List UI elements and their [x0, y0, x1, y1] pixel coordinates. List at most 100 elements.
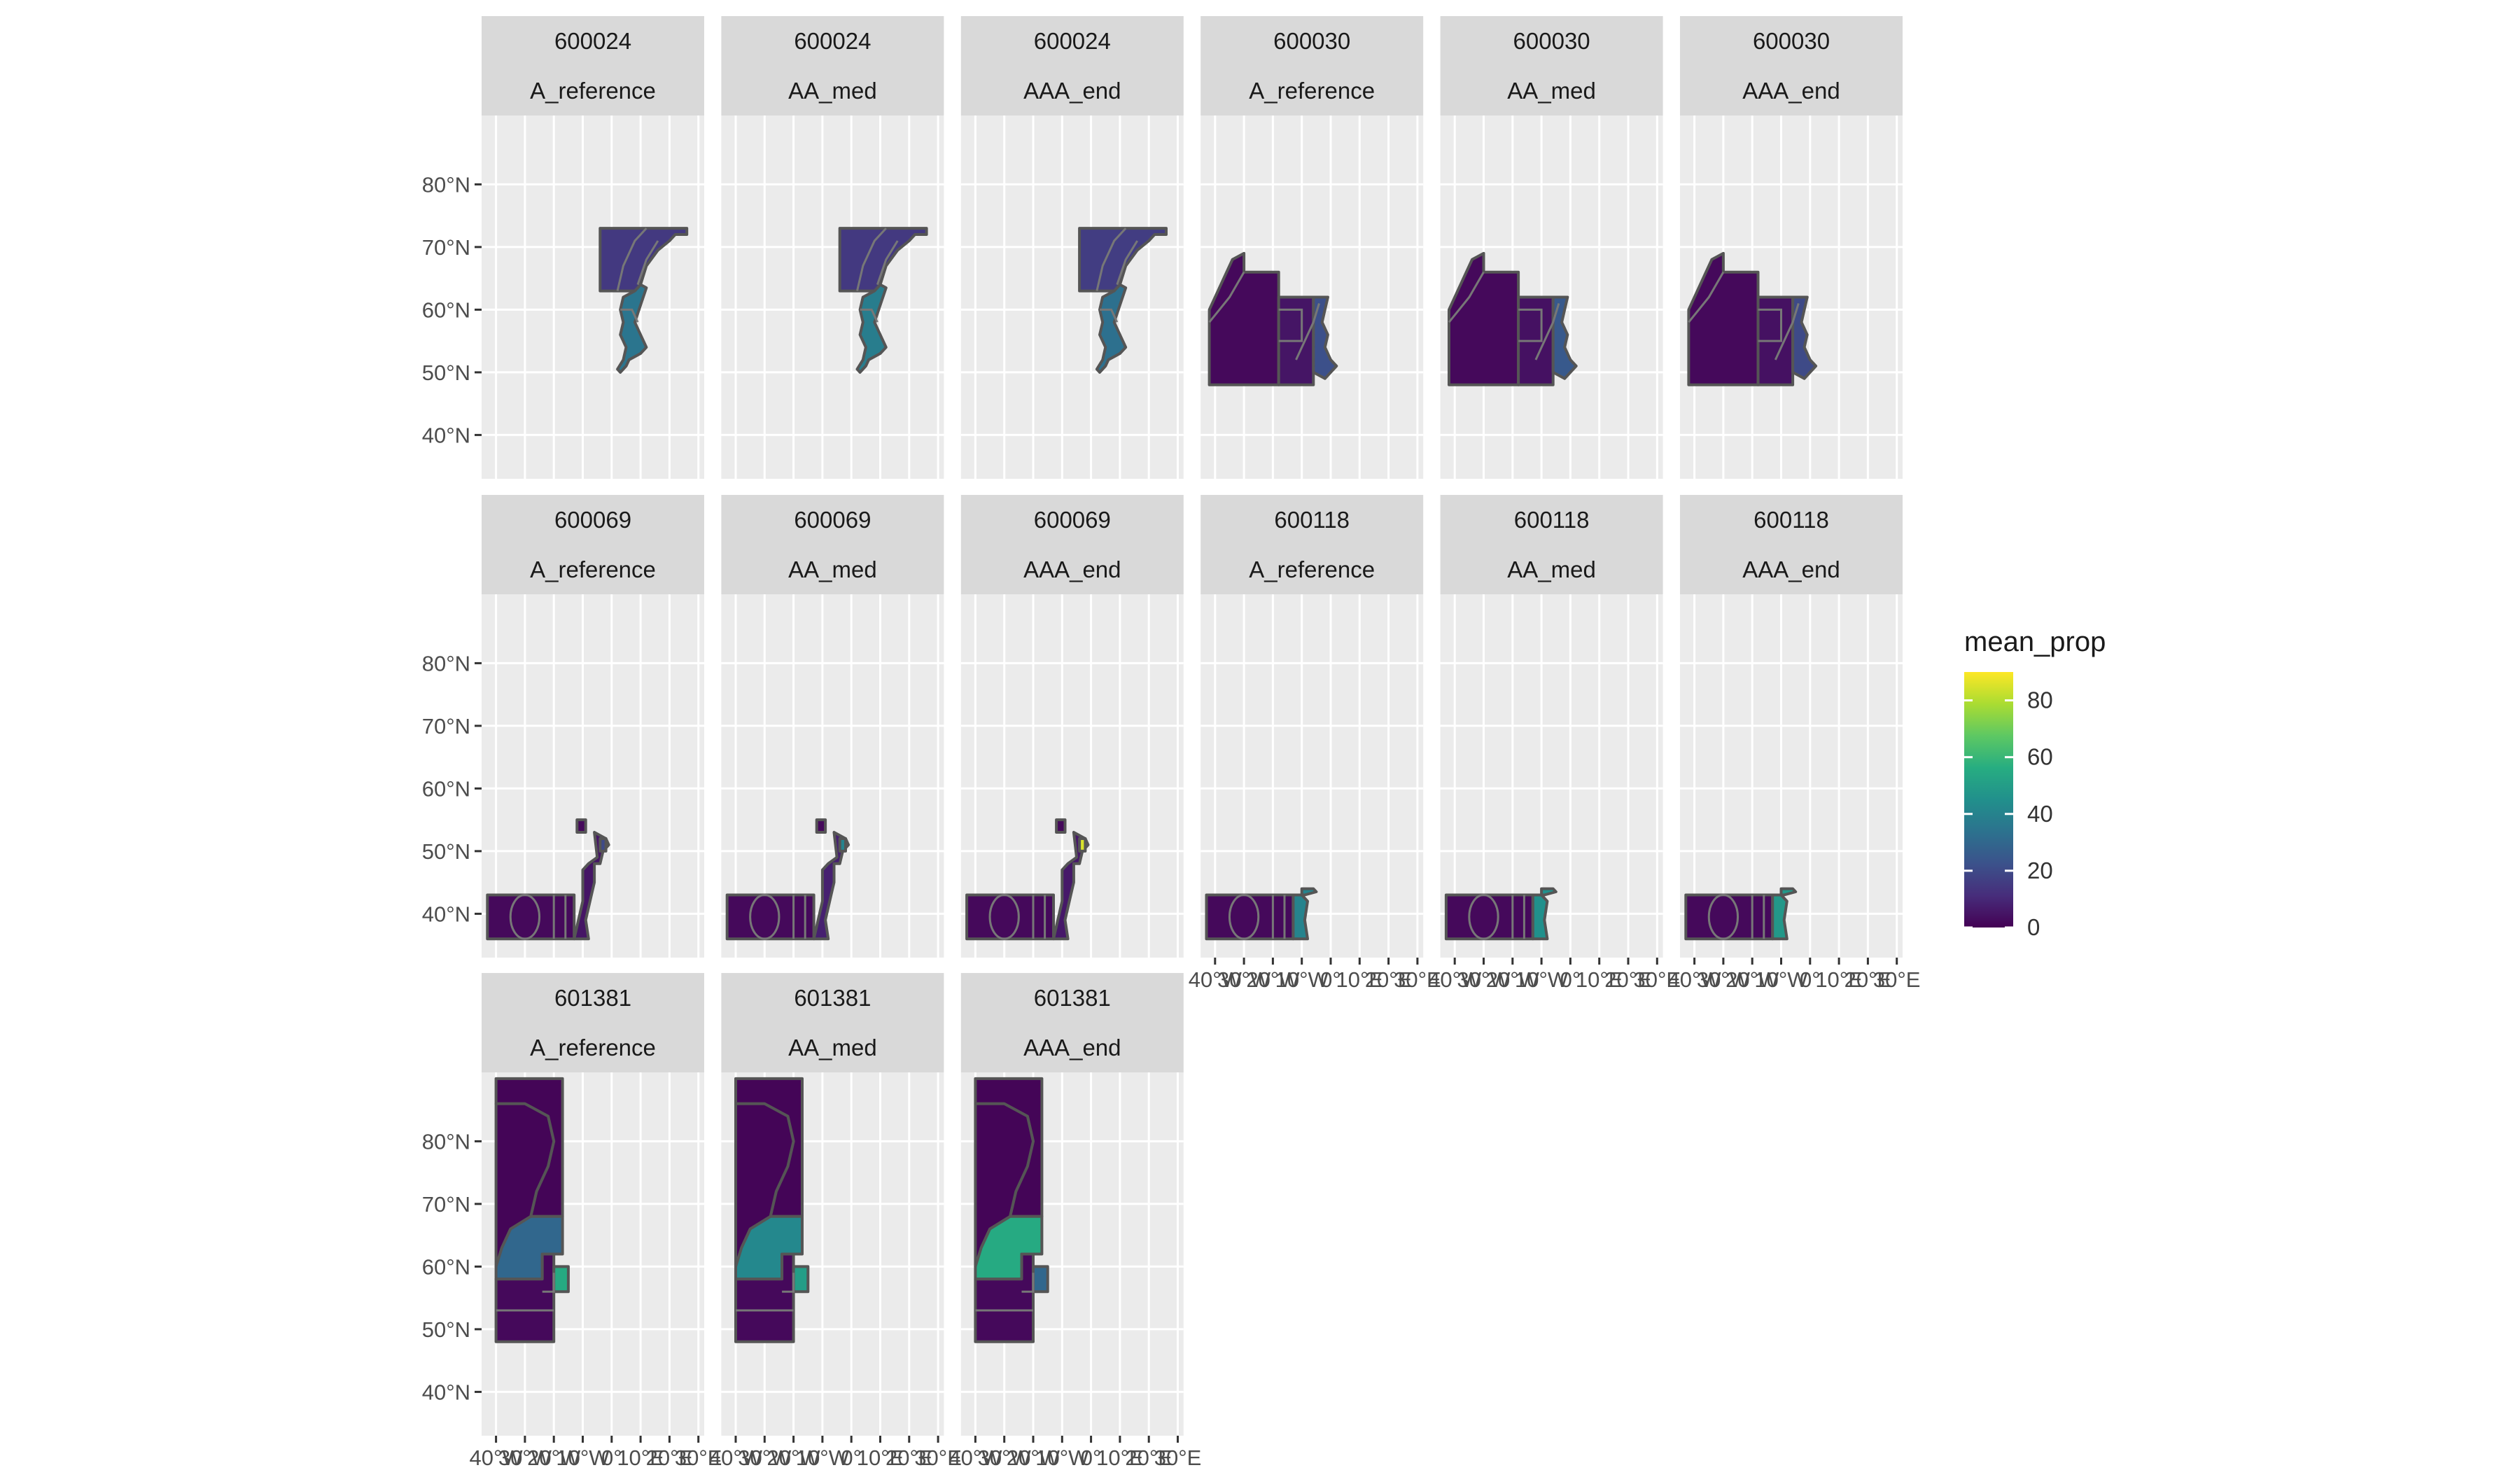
contour-line	[1100, 308, 1119, 323]
panel-background	[721, 115, 944, 479]
strip-scenario-label: A_reference	[530, 1035, 656, 1060]
facet-panel: 600118 AAA_end 40°W30°W20°W10°W0°10°E20°E3…	[1668, 495, 1920, 992]
y-tick-label: 60°N	[422, 776, 470, 801]
strip-id-label: 600069	[794, 507, 871, 533]
x-tick-label: 20°W	[1246, 967, 1300, 992]
contour-ellipse	[1228, 893, 1260, 940]
map-layer	[494, 1077, 570, 1343]
x-tick-label: 30°W	[1457, 967, 1511, 992]
x-tick-label: 30°W	[1217, 967, 1271, 992]
x-tick-label: 20°E	[1604, 967, 1652, 992]
x-tick-label: 30°E	[914, 1446, 962, 1470]
strip-scenario-label: AA_med	[788, 78, 877, 104]
y-tick-label: 40°N	[422, 423, 470, 447]
map-layer	[1448, 251, 1578, 386]
region-box	[1205, 893, 1295, 941]
y-tick-label: 50°N	[422, 1317, 470, 1342]
contour-ellipse	[749, 893, 780, 940]
contour-line	[1688, 271, 1725, 323]
region-hotspot	[838, 837, 847, 853]
strip-id-label: 600118	[1754, 507, 1829, 533]
x-tick-label: 20°W	[1007, 1446, 1060, 1470]
contour-ellipse	[509, 893, 541, 940]
facet-panel: 600118 A_reference 40°W30°W20°W10°W0°10°E2…	[1189, 495, 1441, 992]
y-tick-label: 50°N	[422, 360, 470, 385]
x-tick-label: 20°E	[886, 1446, 933, 1470]
contour-line	[876, 240, 899, 286]
strip-scenario-label: A_reference	[530, 78, 656, 104]
x-tick-label: 40°W	[470, 1446, 524, 1470]
legend-tick-label: 80	[2027, 687, 2053, 713]
x-tick-label: 30°E	[1634, 967, 1681, 992]
x-tick-label: 20°E	[1844, 967, 1892, 992]
map-layer	[734, 1077, 810, 1343]
region-hotspot	[598, 837, 608, 853]
x-tick-label: 10°E	[857, 1446, 904, 1470]
y-tick-label: 80°N	[422, 651, 470, 676]
strip-scenario-label: AAA_end	[1023, 1035, 1121, 1060]
x-tick-label: 10°E	[617, 1446, 664, 1470]
x-tick-label: 0°	[841, 1446, 862, 1470]
map-layer	[598, 227, 689, 374]
facet-strip	[1440, 495, 1663, 594]
x-tick-label: 10°W	[1515, 967, 1569, 992]
contour-line	[1518, 308, 1543, 342]
strip-scenario-label: AAA_end	[1023, 78, 1121, 104]
region-coast	[1531, 887, 1558, 941]
contour-line	[1448, 271, 1485, 323]
facet-strip	[1680, 16, 1903, 115]
strip-scenario-label: AAA_end	[1742, 556, 1840, 582]
facet-strip	[482, 495, 704, 594]
map-layer	[725, 818, 850, 941]
y-tick-label: 50°N	[422, 839, 470, 864]
x-tick-label: 30°E	[1154, 1446, 1202, 1470]
facet-panel: 600069 AA_med	[721, 495, 944, 958]
x-tick-label: 20°W	[1486, 967, 1540, 992]
map-layer	[838, 227, 928, 374]
contour-line	[1116, 240, 1138, 286]
facet-panel: 600024 AA_med	[721, 16, 944, 479]
x-tick-label: 40°W	[1668, 967, 1722, 992]
region-east	[552, 1265, 570, 1294]
contour-line	[1758, 308, 1782, 342]
facet-panel: 600024 AAA_end	[960, 16, 1184, 479]
x-tick-label: 20°E	[1125, 1446, 1172, 1470]
x-tick-label: 10°W	[1754, 967, 1808, 992]
facet-strip	[482, 973, 704, 1072]
legend: mean_prop 0 20 40 60 80	[1964, 626, 2106, 940]
facet-strip	[1200, 16, 1424, 115]
contour-line	[1021, 1273, 1035, 1293]
facet-strip	[1200, 495, 1424, 594]
contour-line	[616, 227, 648, 291]
y-tick-label: 40°N	[422, 902, 470, 926]
region-island	[1055, 818, 1067, 834]
x-tick-label: 40°W	[1189, 967, 1242, 992]
facet-strip	[960, 16, 1184, 115]
region-east	[792, 1265, 810, 1294]
facet-panel: 601381 AA_med 40°W30°W20°W10°W0°10°E20°E30…	[709, 973, 962, 1470]
strip-scenario-label: AA_med	[788, 1035, 877, 1060]
x-tick-label: 20°W	[527, 1446, 581, 1470]
region-box	[486, 893, 576, 941]
strip-scenario-label: AA_med	[1507, 78, 1596, 104]
facet-strip	[960, 495, 1184, 594]
x-tick-label: 10°W	[796, 1446, 850, 1470]
x-tick-label: 30°W	[738, 1446, 792, 1470]
x-tick-label: 0°	[601, 1446, 622, 1470]
y-tick-label: 70°N	[422, 714, 470, 738]
x-tick-label: 20°E	[1365, 967, 1413, 992]
facet-panel: 600024 A_reference 40°N 50°N 60°N 70°N 80°N	[422, 16, 704, 479]
x-tick-label: 30°E	[1394, 967, 1441, 992]
x-tick-label: 40°W	[709, 1446, 763, 1470]
region-coast	[1312, 295, 1338, 380]
facet-panel: 600118 AA_med 40°W30°W20°W10°W0°10°E20°E30…	[1428, 495, 1681, 992]
contour-line	[1208, 271, 1245, 323]
strip-id-label: 600024	[554, 28, 631, 54]
panel-background	[960, 115, 1184, 479]
x-tick-label: 40°W	[948, 1446, 1002, 1470]
contour-line	[636, 240, 659, 286]
strip-id-label: 600024	[1034, 28, 1111, 54]
strip-id-label: 600069	[554, 507, 631, 533]
contour-line	[1278, 308, 1303, 342]
facet-panel: 600069 AAA_end	[960, 495, 1184, 958]
